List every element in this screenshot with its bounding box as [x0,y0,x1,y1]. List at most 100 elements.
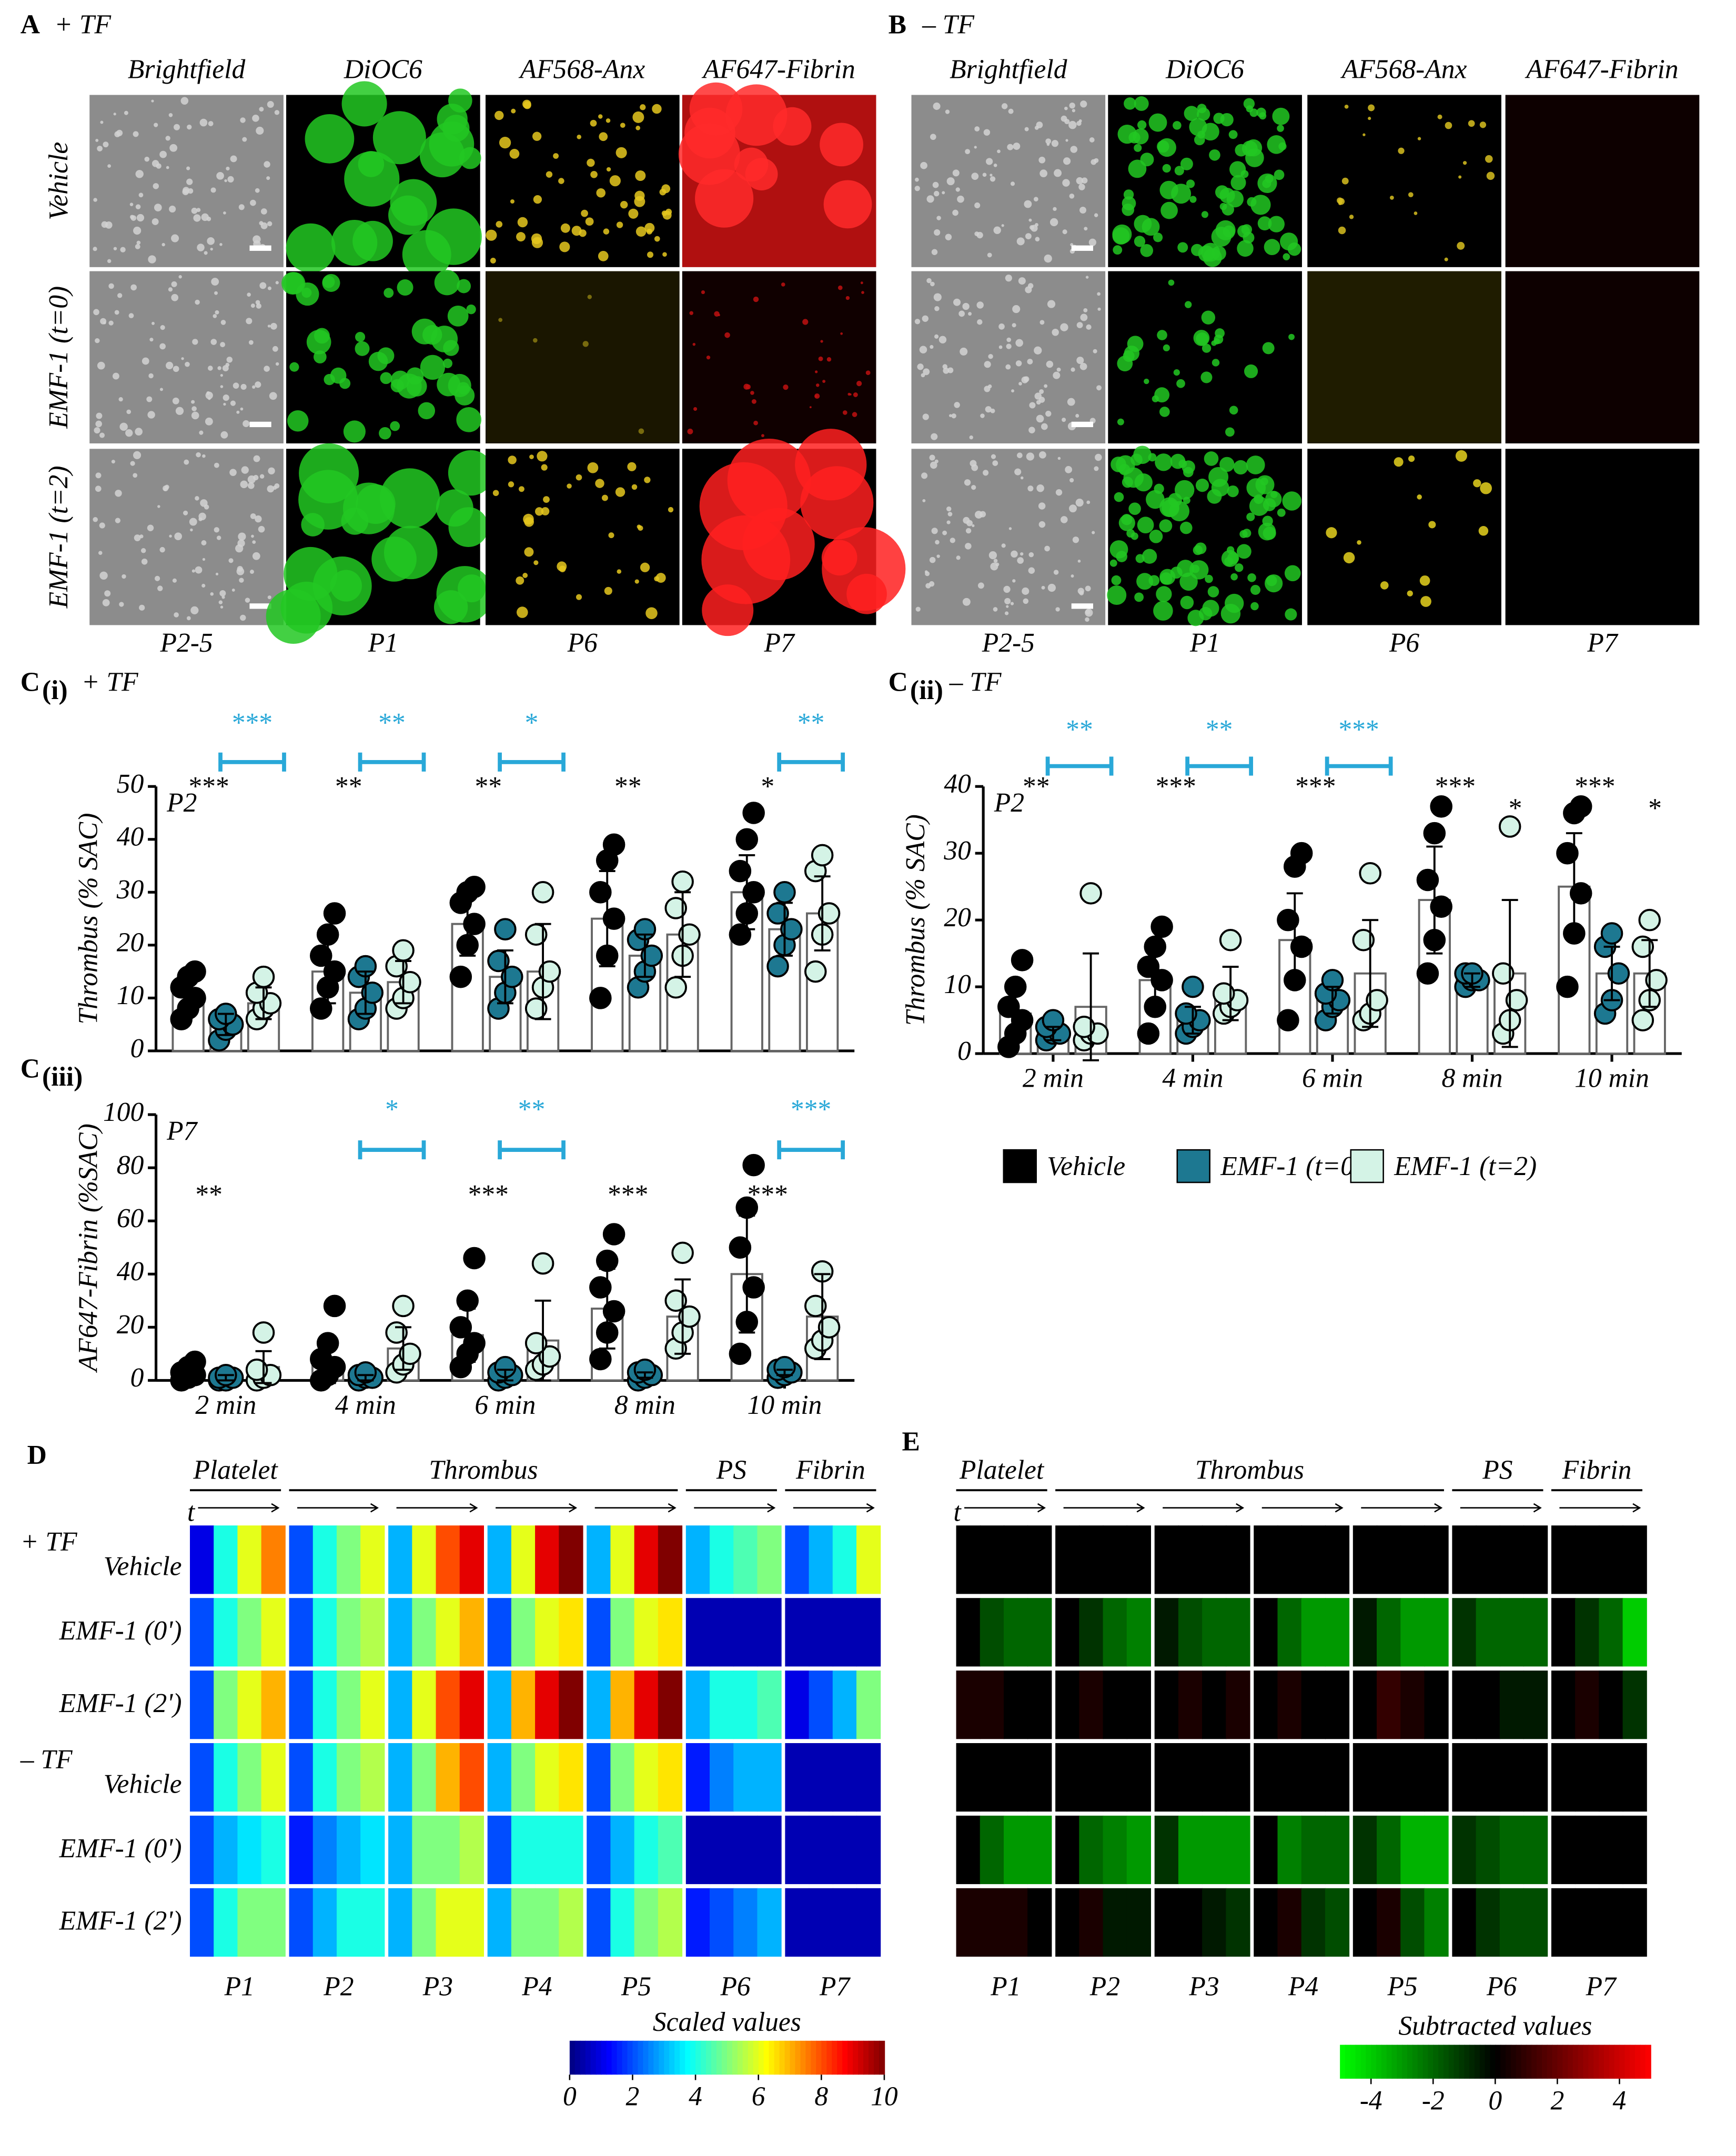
data-point [463,913,486,935]
micrograph-feature [1444,257,1448,261]
error-bar [1286,892,1303,988]
micrograph-feature [1394,457,1404,467]
colorbar-segment [1417,2044,1424,2079]
micrograph-feature [1468,120,1475,127]
data-point [1607,962,1630,985]
micrograph-feature [93,309,99,316]
micrograph-feature [1055,607,1060,612]
micrograph-feature [921,472,928,479]
micrograph-feature [154,575,160,581]
micrograph-feature [852,412,857,417]
micrograph-feature [129,203,134,206]
micrograph-feature [1237,240,1254,257]
micrograph-feature [114,131,120,137]
y-axis-label: Thrombus (% SAC) [74,813,104,1025]
significance: ** [1066,715,1093,745]
heat-cell [190,1525,215,1594]
micrograph-feature [802,319,809,325]
micrograph-feature [936,216,941,220]
colorbar-segment [721,2040,728,2075]
micrograph-feature [974,146,977,149]
micrograph-feature [223,402,226,406]
y-tick-label: 80 [117,1150,144,1180]
significance: ** [473,772,501,802]
heat-cell [487,1525,512,1594]
y-tick-label: 20 [944,903,971,933]
micrograph-feature [390,370,410,390]
micrograph-feature [1053,371,1061,379]
heat-cell [1226,1598,1250,1667]
micrograph-feature [1398,147,1405,154]
micrograph-feature [1243,98,1255,109]
data-point [1556,842,1579,865]
column-label: P6 [720,1972,750,2002]
micrograph-feature [1137,120,1147,130]
significance-bracket [358,752,426,772]
heat-cell [809,1743,833,1812]
micrograph-feature [917,363,924,370]
micrograph-feature [987,252,992,258]
micrograph-feature [990,174,993,177]
micrograph-feature [1153,232,1163,242]
colorbar-segment [774,2040,780,2075]
micrograph-feature [210,339,217,345]
micrograph-feature [781,282,785,287]
heat-cell [289,1598,314,1667]
group-label: PS [1482,1455,1512,1485]
micrograph-feature [571,226,582,236]
micrograph-feature [196,452,201,458]
colorbar-segment [879,2040,885,2075]
heat-cell [785,1815,810,1885]
micrograph-feature [508,481,514,488]
micrograph-feature [1168,279,1175,286]
micrograph-feature [750,391,754,395]
heat-cell [1599,1598,1623,1667]
micrograph-feature [93,198,97,202]
colorbar-segment [1547,2044,1553,2079]
micrograph-feature [1179,521,1193,534]
heat-cell [436,1525,460,1594]
heat-cell [559,1671,583,1739]
micrograph-feature [275,362,279,366]
heat-cell [1103,1671,1127,1739]
micrograph-feature [156,163,162,169]
micrograph-feature [380,468,440,529]
micrograph-feature [1236,544,1251,559]
legend-label: Vehicle [1047,1151,1125,1181]
error-bar [674,891,691,978]
heat-cell [1027,1525,1052,1594]
micrograph-feature [1263,498,1276,511]
micrograph-feature [988,551,997,560]
micrograph-feature [243,420,250,428]
heat-cell [1254,1743,1278,1812]
micrograph-feature [204,251,208,255]
scale-bar [249,421,271,428]
micrograph-feature [1341,177,1349,185]
colorbar-segment [1360,2044,1367,2079]
colorbar-segment [1397,2044,1403,2079]
heat-cell [587,1598,611,1667]
error-bar [319,938,336,1005]
significance-bracket [1185,756,1253,776]
heat-cell [610,1743,635,1812]
micrograph-feature [968,312,972,316]
micrograph-feature [1056,367,1061,372]
data-point [361,981,384,1004]
micrograph-feature [1207,489,1222,504]
micrograph [1108,271,1302,444]
micrograph-feature [966,520,973,527]
micrograph-feature [933,190,940,197]
micrograph-feature [172,397,179,404]
micrograph-feature [95,338,100,343]
colorbar-segment [1603,2044,1610,2079]
scale-bar [1071,603,1093,609]
heat-cell [1226,1743,1250,1812]
probe-label: P7 [1587,628,1618,658]
micrograph-feature [1114,492,1124,502]
micrograph-feature [240,480,248,489]
data-point [817,1316,841,1339]
heat-cell [980,1598,1005,1667]
micrograph-feature [585,217,594,226]
micrograph-feature [865,370,871,376]
row-label: Vehicle [44,142,74,220]
